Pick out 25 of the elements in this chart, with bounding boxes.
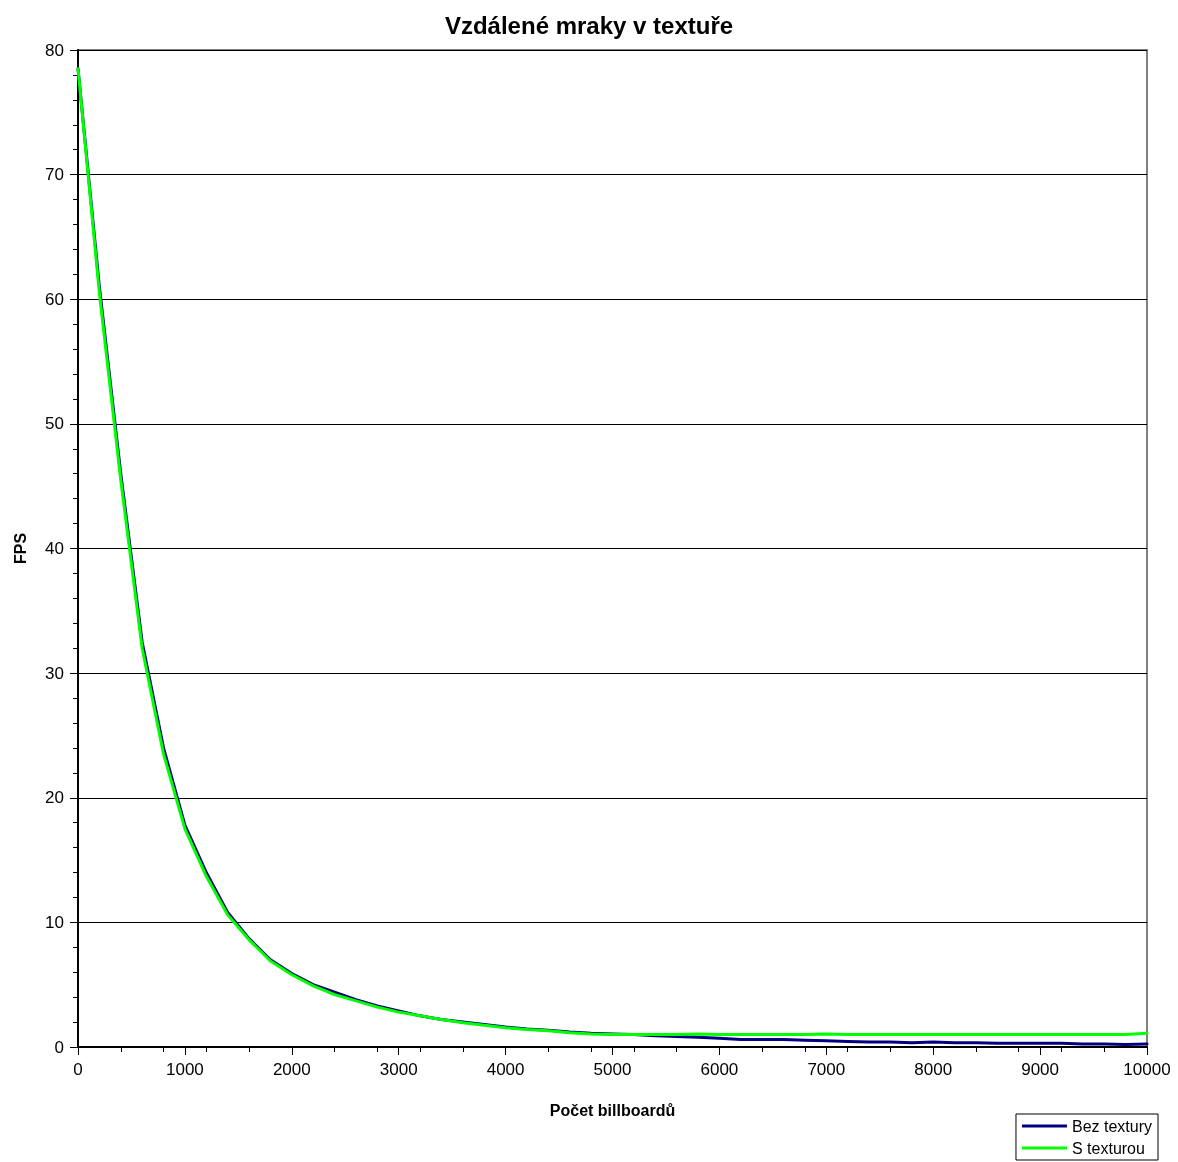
x-tick-label: 1000: [165, 1060, 204, 1079]
x-tick-label: 7000: [807, 1060, 846, 1079]
y-tick-label: 30: [45, 663, 64, 683]
legend-label: Bez textury: [1071, 1117, 1152, 1135]
y-tick-label: 70: [45, 165, 64, 185]
x-tick-label: 5000: [593, 1060, 632, 1079]
y-tick-label: 0: [54, 1037, 64, 1057]
x-axis-title: Počet billboardů: [549, 1101, 676, 1119]
y-axis-title: FPS: [11, 532, 29, 565]
x-tick-label: 6000: [700, 1060, 739, 1079]
x-tick-label: 0: [73, 1060, 83, 1079]
x-tick-label: 3000: [379, 1060, 418, 1079]
chart-title: Vzdálené mraky v textuře: [444, 11, 734, 39]
x-tick-label: 4000: [486, 1060, 525, 1079]
x-tick-label: 2000: [272, 1060, 311, 1079]
legend-label: S texturou: [1071, 1139, 1145, 1157]
y-tick-label: 50: [45, 414, 64, 434]
y-tick-label: 10: [45, 912, 64, 932]
y-tick-label: 80: [45, 40, 64, 60]
y-tick-label: 60: [45, 289, 64, 309]
x-tick-label: 8000: [914, 1060, 953, 1079]
y-tick-label: 40: [45, 539, 64, 558]
x-tick-label: 10000: [1123, 1060, 1171, 1079]
y-tick-label: 20: [45, 788, 64, 808]
x-tick-label: 9000: [1021, 1060, 1060, 1079]
